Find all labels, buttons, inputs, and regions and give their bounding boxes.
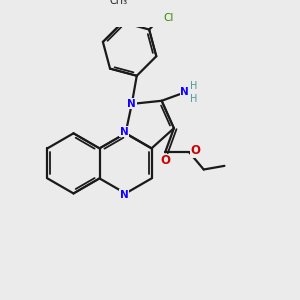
Text: H: H bbox=[190, 81, 198, 91]
Text: H: H bbox=[190, 94, 198, 104]
Text: O: O bbox=[190, 144, 200, 158]
Text: N: N bbox=[120, 127, 129, 137]
Text: Cl: Cl bbox=[163, 13, 174, 23]
Text: N: N bbox=[180, 87, 189, 97]
Text: N: N bbox=[128, 99, 136, 109]
Text: CH₃: CH₃ bbox=[110, 0, 128, 6]
Text: N: N bbox=[120, 190, 129, 200]
Text: O: O bbox=[160, 154, 170, 167]
